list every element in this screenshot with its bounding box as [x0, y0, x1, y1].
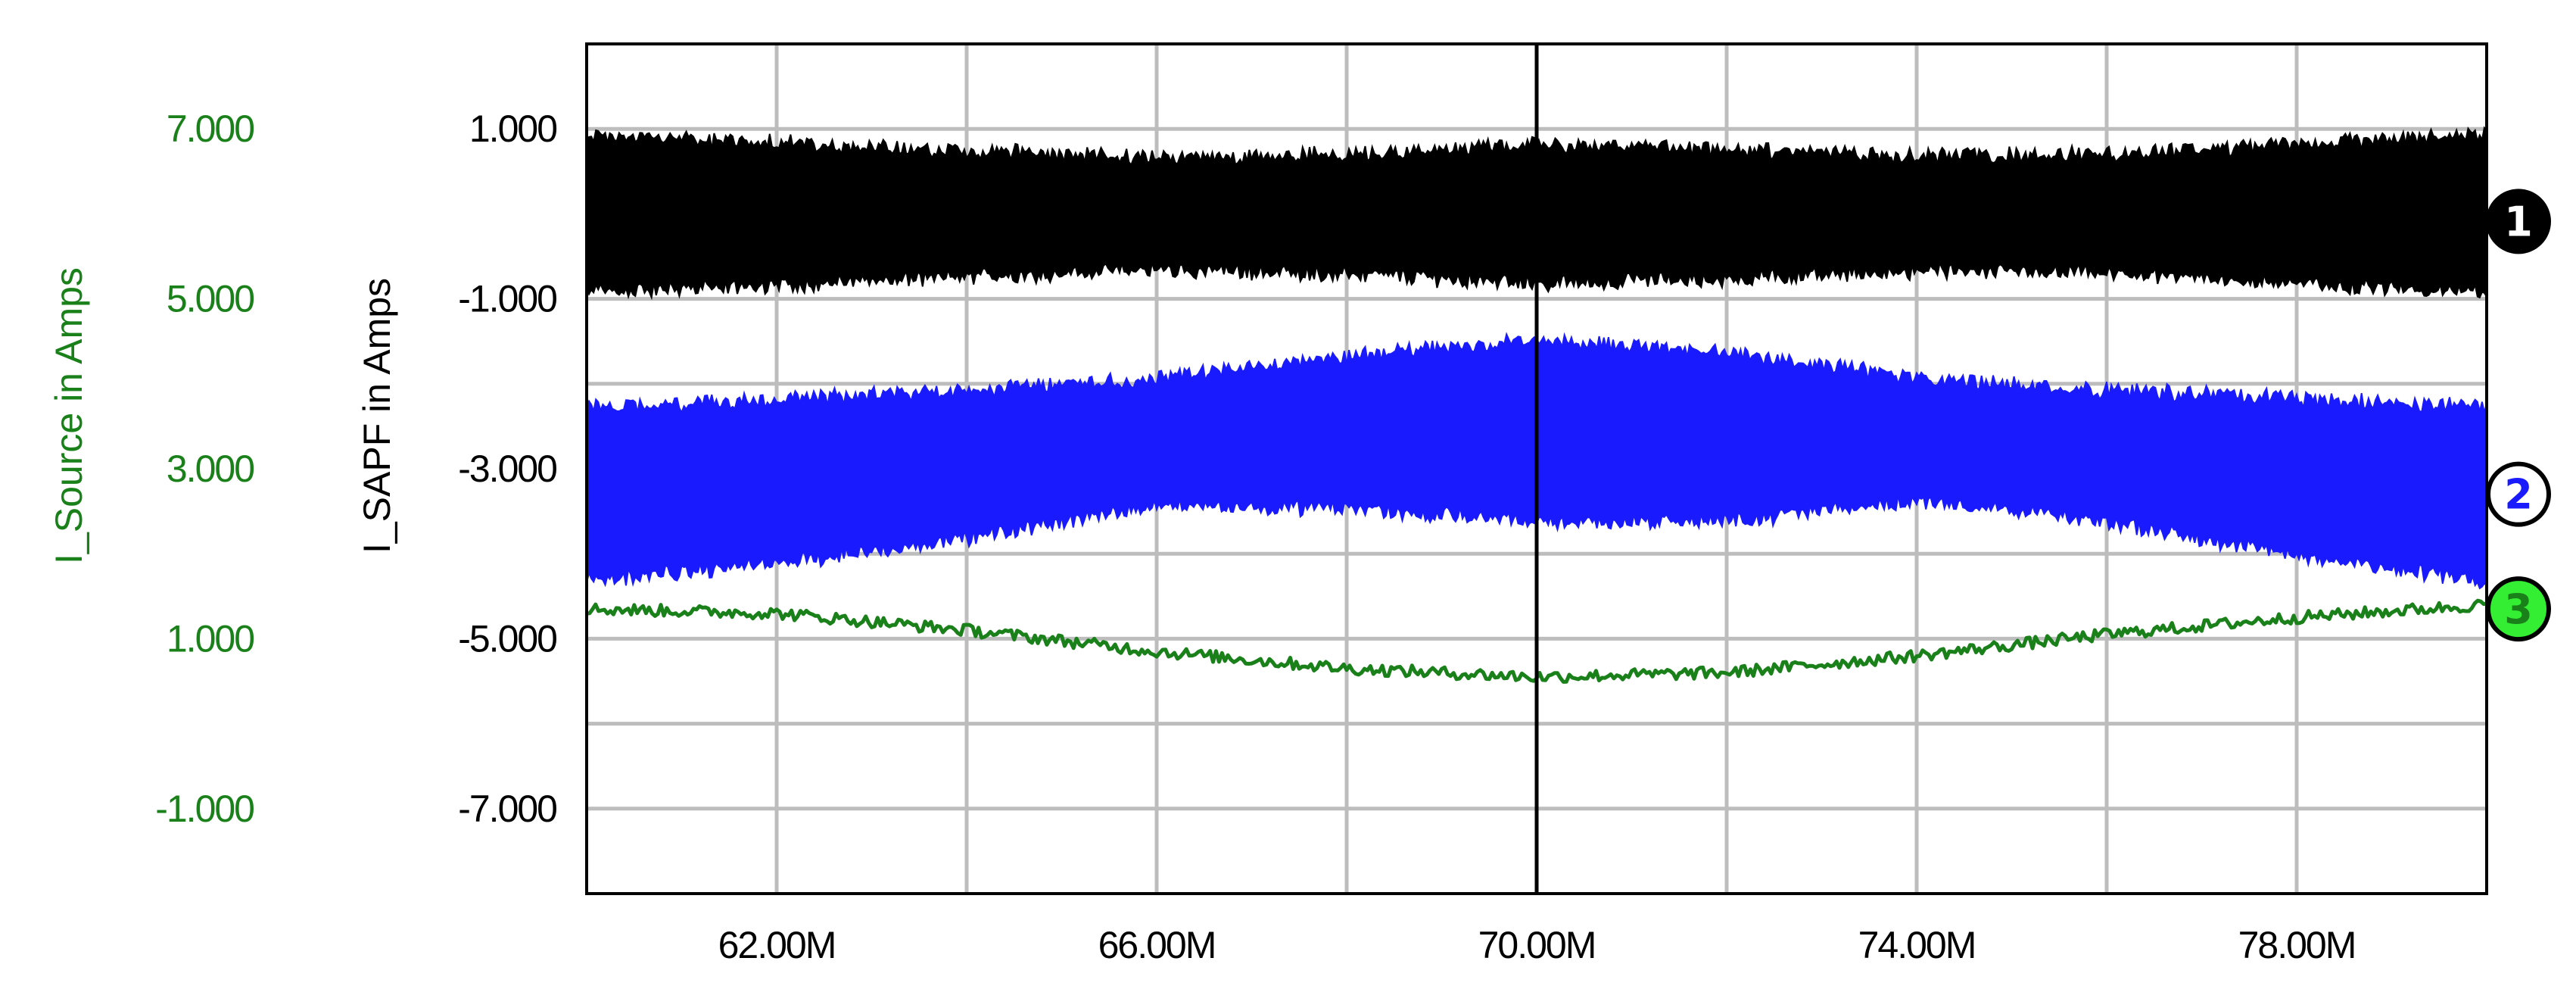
y-tick-label-source: 3.000: [167, 448, 254, 490]
trace-marker-circle: [2486, 189, 2551, 254]
x-tick-label: 70.00M: [1478, 924, 1596, 966]
y-axis-source-ticks: 7.000 5.000 3.000 1.000 -1.000: [155, 108, 255, 830]
trace-marker-number: 3: [2504, 585, 2533, 633]
x-tick-label: 66.00M: [1098, 924, 1216, 966]
y-tick-label-sapf: -5.000: [458, 617, 556, 660]
y-tick-label-source: -1.000: [155, 788, 254, 830]
trace-marker-3[interactable]: 3: [2486, 576, 2551, 642]
trace-marker-1[interactable]: 1: [2486, 189, 2551, 254]
x-axis-ticks: 62.00M 66.00M 70.00M 74.00M 78.00M: [718, 924, 2357, 966]
x-tick-label: 62.00M: [718, 924, 836, 966]
y-axis-title-sapf: I_SAPF in Amps: [356, 278, 398, 554]
y-tick-label-sapf: -7.000: [458, 788, 556, 830]
plot-frame: [585, 42, 2488, 895]
y-tick-label-sapf: 1.000: [469, 108, 556, 150]
x-tick-label: 74.00M: [1858, 924, 1976, 966]
y-axis-sapf-ticks: 1.000 -1.000 -3.000 -5.000 -7.000: [458, 108, 558, 830]
trace-markers: 1 2 3: [2486, 189, 2551, 642]
y-axis-title-source: I_Source in Amps: [48, 267, 90, 564]
trace-marker-circle: [2486, 461, 2551, 527]
trace-marker-number: 1: [2504, 198, 2533, 245]
y-tick-label-source: 1.000: [167, 617, 254, 660]
y-tick-label-sapf: -1.000: [458, 278, 556, 320]
trace-marker-number: 2: [2504, 471, 2533, 519]
y-tick-label-source: 7.000: [167, 108, 254, 150]
y-tick-label-sapf: -3.000: [458, 448, 556, 490]
trace-marker-circle: [2486, 576, 2551, 642]
y-tick-label-source: 5.000: [167, 278, 254, 320]
trace-marker-2[interactable]: 2: [2486, 461, 2551, 527]
x-tick-label: 78.00M: [2238, 924, 2356, 966]
